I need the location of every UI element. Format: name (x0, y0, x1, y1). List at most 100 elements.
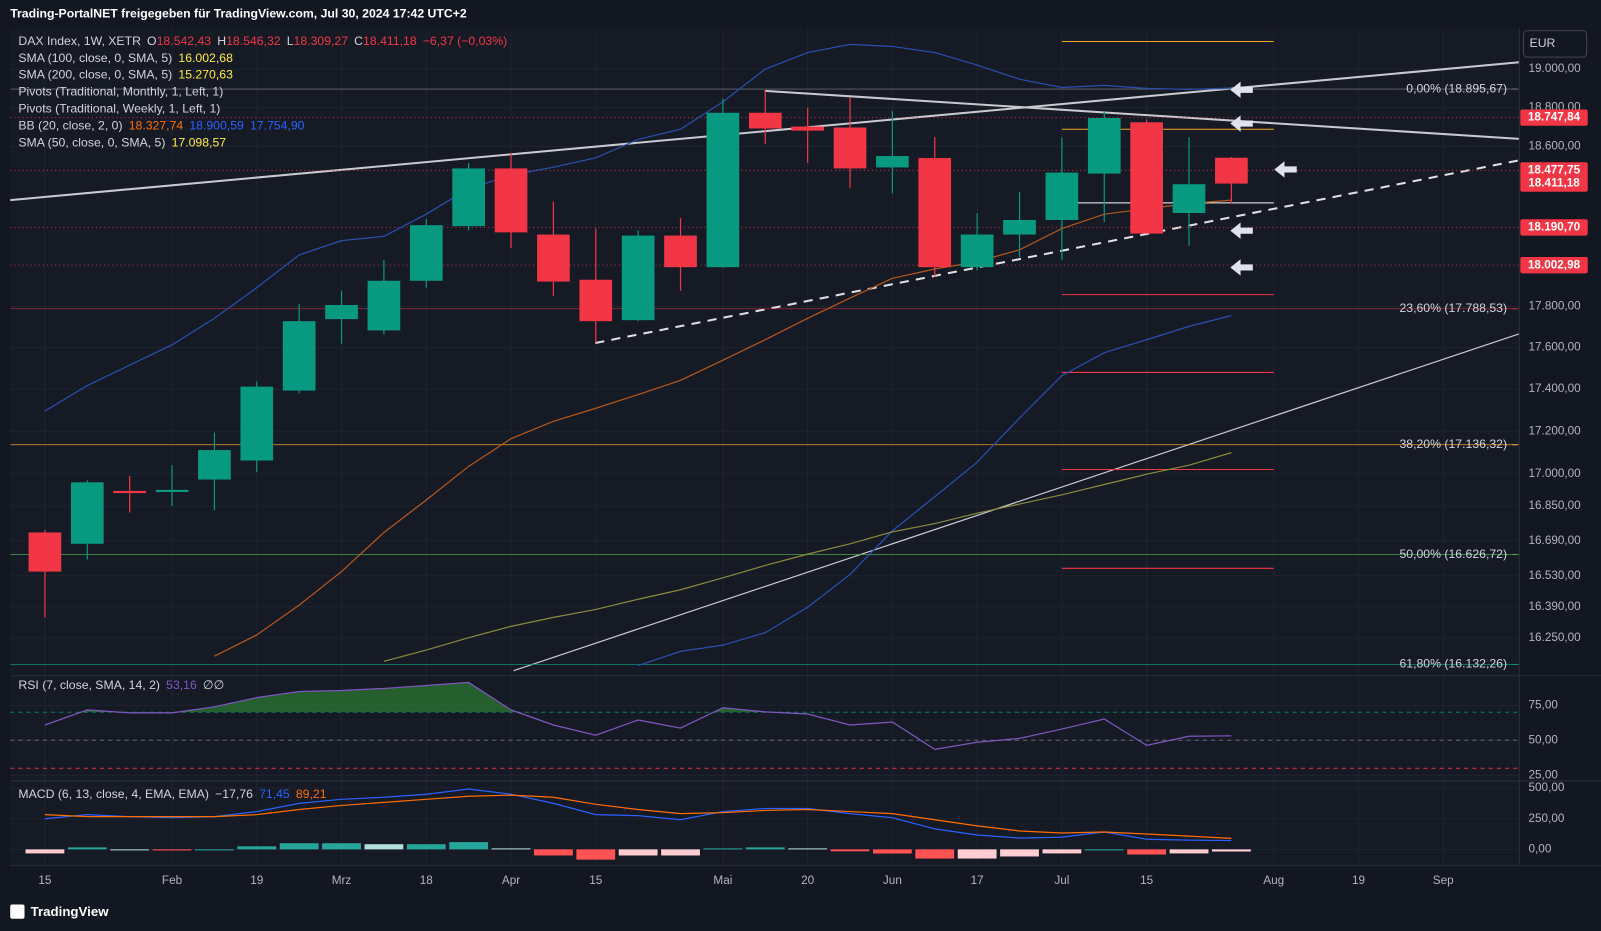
trend-line (513, 333, 1520, 672)
x-tick-label: 15 (589, 874, 603, 887)
x-tick-label: Jul (1054, 874, 1069, 887)
fib-label: 23,60% (17.788,53) (1399, 301, 1507, 315)
legend-item: 18.542,43 (157, 34, 212, 48)
candle-body (282, 321, 316, 391)
x-tick-label: 20 (801, 874, 815, 887)
footer: TradingView (10, 904, 109, 919)
fib-label: 38,20% (17.136,32) (1399, 437, 1507, 451)
candle-body (1003, 219, 1036, 235)
currency-button[interactable] (1522, 30, 1588, 58)
candle-body (621, 235, 655, 321)
candle-body (155, 489, 189, 493)
price-label: 18.477,75 (1528, 164, 1581, 177)
candle-body (1130, 122, 1163, 234)
y-tick-label: 0,00 (1529, 842, 1552, 855)
legend-item: H (217, 34, 226, 48)
candle-body (198, 450, 231, 480)
histogram-bar (364, 844, 404, 850)
price-label-box (1520, 257, 1588, 274)
price-label-box (1520, 109, 1588, 126)
legend: DAX Index, 1W, XETR O18.542,43 H18.546,32 L… (18, 34, 507, 801)
rsi-pane (10, 681, 1520, 769)
x-tick-label: 15 (38, 874, 52, 887)
arrow (1230, 259, 1253, 276)
currency[interactable]: EUR (1530, 36, 1556, 50)
legend-item: 18.327,74 (129, 119, 184, 133)
legend-row: DAX Index, 1W, XETR O18.542,43 H18.546,32 L… (18, 34, 507, 48)
histogram-bar (576, 849, 616, 860)
legend-item: SMA (100, close, 0, SMA, 5) (18, 51, 172, 65)
candle-body (1215, 157, 1248, 184)
legend-item: 17.754,90 (250, 119, 305, 133)
arrow (1230, 115, 1253, 132)
candle-body (240, 386, 274, 461)
trend-line-dashed (595, 159, 1520, 345)
histogram-bar (1084, 849, 1124, 851)
histogram-bar (406, 844, 446, 850)
y-tick-label: 50,00 (1529, 733, 1559, 746)
legend-item: 17.098,57 (172, 136, 227, 150)
legend-item: ∅ (214, 678, 225, 692)
histogram-bar (1127, 849, 1167, 855)
x-tick-label: Apr (502, 874, 520, 887)
legend-item: 53,16 (166, 678, 197, 692)
candle-body (918, 158, 952, 268)
y-tick-label: 16.530,00 (1529, 569, 1582, 582)
histogram-bar (1042, 849, 1082, 854)
legend-item: DAX Index, 1W, XETR (18, 34, 141, 48)
price-label-box (1520, 162, 1588, 179)
main-annotations: 0,00% (18.895,67) 23,60% (17.788,53) 38,20… (1230, 81, 1518, 671)
legend-item: RSI (7, close, SMA, 14, 2) (18, 678, 160, 692)
histogram-bar (830, 849, 870, 852)
candle-body (960, 234, 994, 268)
legend-item: 18.411,18 (363, 34, 417, 48)
rsi-line (44, 681, 1232, 751)
price-label-box (1520, 175, 1588, 192)
y-tick-label: 16.390,00 (1529, 600, 1582, 613)
legend-row: Pivots (Traditional, Monthly, 1, Left, 1… (18, 85, 223, 99)
y-tick-label: 18.600,00 (1529, 140, 1582, 153)
x-tick-label: 19 (250, 874, 263, 887)
legend-item: Pivots (Traditional, Weekly, 1, Left, 1) (18, 102, 220, 116)
y-tick-label: 250,00 (1529, 812, 1565, 825)
arrow (1274, 161, 1297, 178)
price-label-box (1520, 219, 1588, 236)
legend-item: Pivots (Traditional, Monthly, 1, Left, 1… (18, 85, 223, 99)
histogram-bar (915, 849, 955, 859)
legend-item: 18.900,59 (189, 119, 244, 133)
price-label: 18.411,18 (1528, 177, 1580, 190)
legend-item: BB (20, close, 2, 0) (18, 119, 122, 133)
legend-row: SMA (50, close, 0, SMA, 5) 17.098,57 (18, 136, 226, 150)
histogram-bar (872, 849, 912, 854)
legend-item: ∅ (203, 678, 214, 692)
rsi-overbought-fill (80, 682, 774, 713)
arrow (1230, 222, 1253, 239)
histogram-bar (788, 848, 828, 850)
candle-body (28, 532, 62, 572)
y-tick-label: 17.200,00 (1529, 424, 1582, 437)
histogram-bar (279, 843, 319, 850)
histogram-bar (703, 848, 743, 850)
x-tick-label: 19 (1352, 874, 1365, 887)
histogram-bar (449, 842, 489, 850)
histogram-bar (618, 849, 658, 856)
x-tick-label: 15 (1140, 874, 1154, 887)
candle-body (876, 156, 909, 168)
legend-item: 89,21 (296, 787, 327, 801)
candle-body (325, 304, 358, 320)
macd-line (44, 794, 1232, 840)
price-label: 18.747,84 (1528, 111, 1581, 124)
candle-body (706, 112, 740, 268)
legend-row: SMA (100, close, 0, SMA, 5) 16.002,68 (18, 51, 233, 65)
macd-pane (25, 788, 1251, 860)
histogram-bar (957, 849, 997, 859)
candle-body (409, 225, 443, 281)
x-tick-label: Sep (1433, 874, 1454, 887)
axes: EUR 15 Feb 19 Mrz 18 Apr 15 Mai 20 Jun 17 Jul 15 Aug 1… (10, 28, 1601, 887)
price-label: 18.002,98 (1528, 258, 1581, 271)
legend-row: SMA (200, close, 0, SMA, 5) 15.270,63 (18, 68, 233, 82)
histogram-bar (661, 849, 700, 856)
y-tick-label: 16.690,00 (1529, 534, 1582, 547)
candle-body (113, 490, 147, 494)
